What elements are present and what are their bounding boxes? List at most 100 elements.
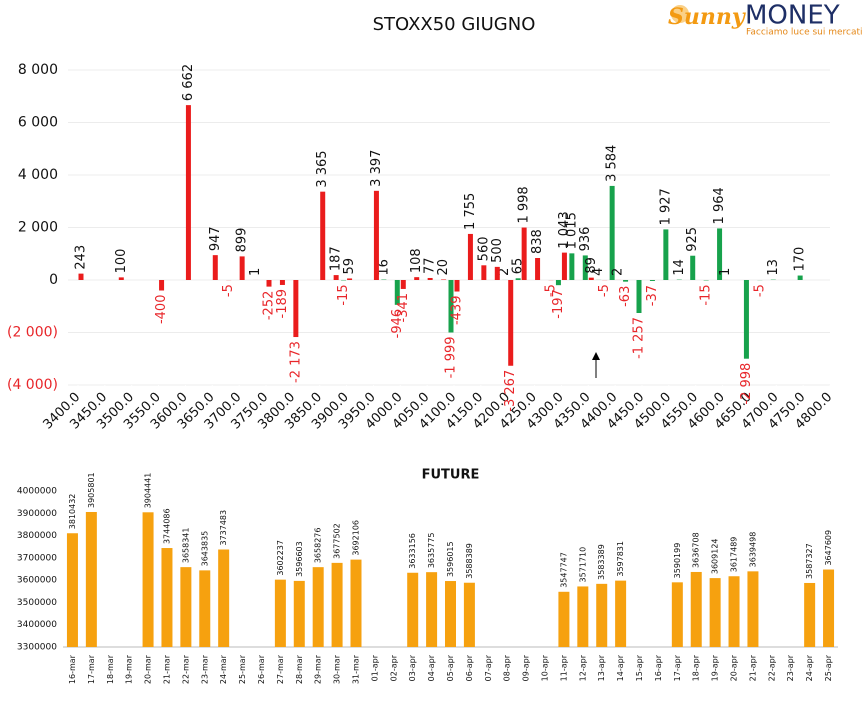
bar (467, 233, 473, 280)
bar (333, 275, 339, 280)
bar (561, 252, 567, 280)
x-tick-label: 07-apr (484, 654, 493, 681)
x-tick-label: 01-apr (370, 654, 379, 681)
value-label: 170 (793, 247, 808, 272)
bar (454, 280, 460, 292)
value-label: -341 (396, 293, 411, 323)
value-label: -15 (699, 284, 714, 305)
value-label: -63 (618, 286, 633, 307)
bar (85, 511, 97, 647)
bar (274, 579, 286, 647)
bar (747, 571, 759, 647)
x-tick-label: 03-apr (408, 654, 417, 681)
x-tick-label: 21-apr (748, 654, 757, 681)
bar (279, 280, 285, 285)
x-tick-label: 09-apr (522, 654, 531, 681)
value-label: -2 998 (739, 363, 754, 405)
x-tick-label: 18-apr (692, 654, 701, 681)
value-label: 3587327 (805, 543, 814, 579)
bar (569, 253, 575, 280)
value-label: 14 (672, 259, 687, 276)
bar (709, 578, 721, 647)
bar (515, 278, 521, 280)
x-tick-label: 23-apr (786, 654, 795, 681)
y-tick-label: 3900000 (17, 509, 57, 519)
bar (331, 562, 343, 647)
x-tick-label: 08-apr (503, 654, 512, 681)
bar (615, 580, 627, 647)
value-label: 89 (584, 257, 599, 274)
y-tick-label: 3700000 (17, 553, 57, 563)
bar (623, 280, 629, 282)
value-label: -1 257 (632, 317, 647, 359)
y-tick-label: 3400000 (17, 620, 57, 630)
bar (266, 280, 272, 287)
value-label: 1 964 (712, 187, 727, 224)
x-tick-label: 05-apr (446, 654, 455, 681)
value-label: 100 (114, 249, 129, 274)
value-label: 3633156 (408, 533, 417, 569)
value-label: 560 (476, 236, 491, 261)
bar (180, 567, 192, 647)
x-tick-label: 27-mar (276, 654, 285, 684)
value-label: -946 (390, 309, 405, 339)
value-label: 3904441 (144, 473, 153, 509)
value-label: 3 397 (369, 150, 384, 187)
value-label: 3905801 (87, 472, 96, 508)
bar (407, 572, 419, 647)
x-tick-label: 04-apr (427, 654, 436, 681)
bar (441, 279, 447, 280)
x-tick-label: 20-apr (730, 654, 739, 681)
value-label: -5 (221, 284, 236, 297)
x-tick-label: 18-mar (106, 654, 115, 684)
value-label: 3602237 (276, 540, 285, 576)
logo-tagline: Facciamo luce sui mercati (746, 28, 862, 38)
bar (448, 280, 454, 333)
value-label: 3588389 (465, 543, 474, 579)
bar (394, 280, 400, 305)
value-label: 243 (74, 245, 89, 270)
bar (118, 277, 124, 280)
bar (671, 582, 683, 647)
value-label: -197 (551, 289, 566, 319)
y-tick-label: 2 000 (18, 220, 58, 236)
bar (663, 229, 669, 280)
bar (481, 265, 487, 280)
bar (728, 576, 740, 647)
bar (414, 277, 420, 280)
x-tick-label: 29-mar (314, 654, 323, 684)
value-label: 1 015 (564, 212, 579, 249)
bar (577, 586, 589, 647)
value-label: 4 (591, 268, 606, 276)
value-label: 3 584 (605, 145, 620, 182)
bar (212, 255, 218, 280)
value-label: 3647609 (824, 530, 833, 566)
value-label: 3547747 (559, 552, 568, 588)
value-label: 838 (530, 229, 545, 254)
x-tick-label: 11-apr (559, 654, 568, 681)
value-label: 3590199 (673, 543, 682, 579)
bar (558, 591, 570, 647)
value-label: -15 (336, 284, 351, 305)
x-tick-label: 16-apr (654, 654, 663, 681)
bar (350, 559, 362, 647)
bar (445, 581, 456, 647)
bar (427, 277, 433, 280)
value-label: 500 (490, 238, 505, 263)
x-tick-label: 28-mar (295, 654, 304, 684)
logo: Sunny MONEY Facciamo luce sui mercati (668, 1, 862, 38)
value-label: 3571710 (578, 547, 587, 583)
value-label: 947 (208, 226, 223, 251)
value-label: 3596015 (446, 541, 455, 577)
y-tick-label: (2 000) (7, 325, 58, 341)
y-tick-label: 4000000 (17, 487, 57, 497)
x-tick-label: 06-apr (465, 654, 474, 681)
x-tick-label: 23-mar (200, 654, 209, 684)
bar (373, 190, 379, 280)
bar (690, 571, 702, 647)
bar (582, 255, 588, 280)
bar (609, 185, 615, 280)
x-tick-label: 22-mar (181, 654, 190, 684)
x-tick-label: 25-apr (824, 654, 833, 681)
bar (521, 227, 527, 280)
